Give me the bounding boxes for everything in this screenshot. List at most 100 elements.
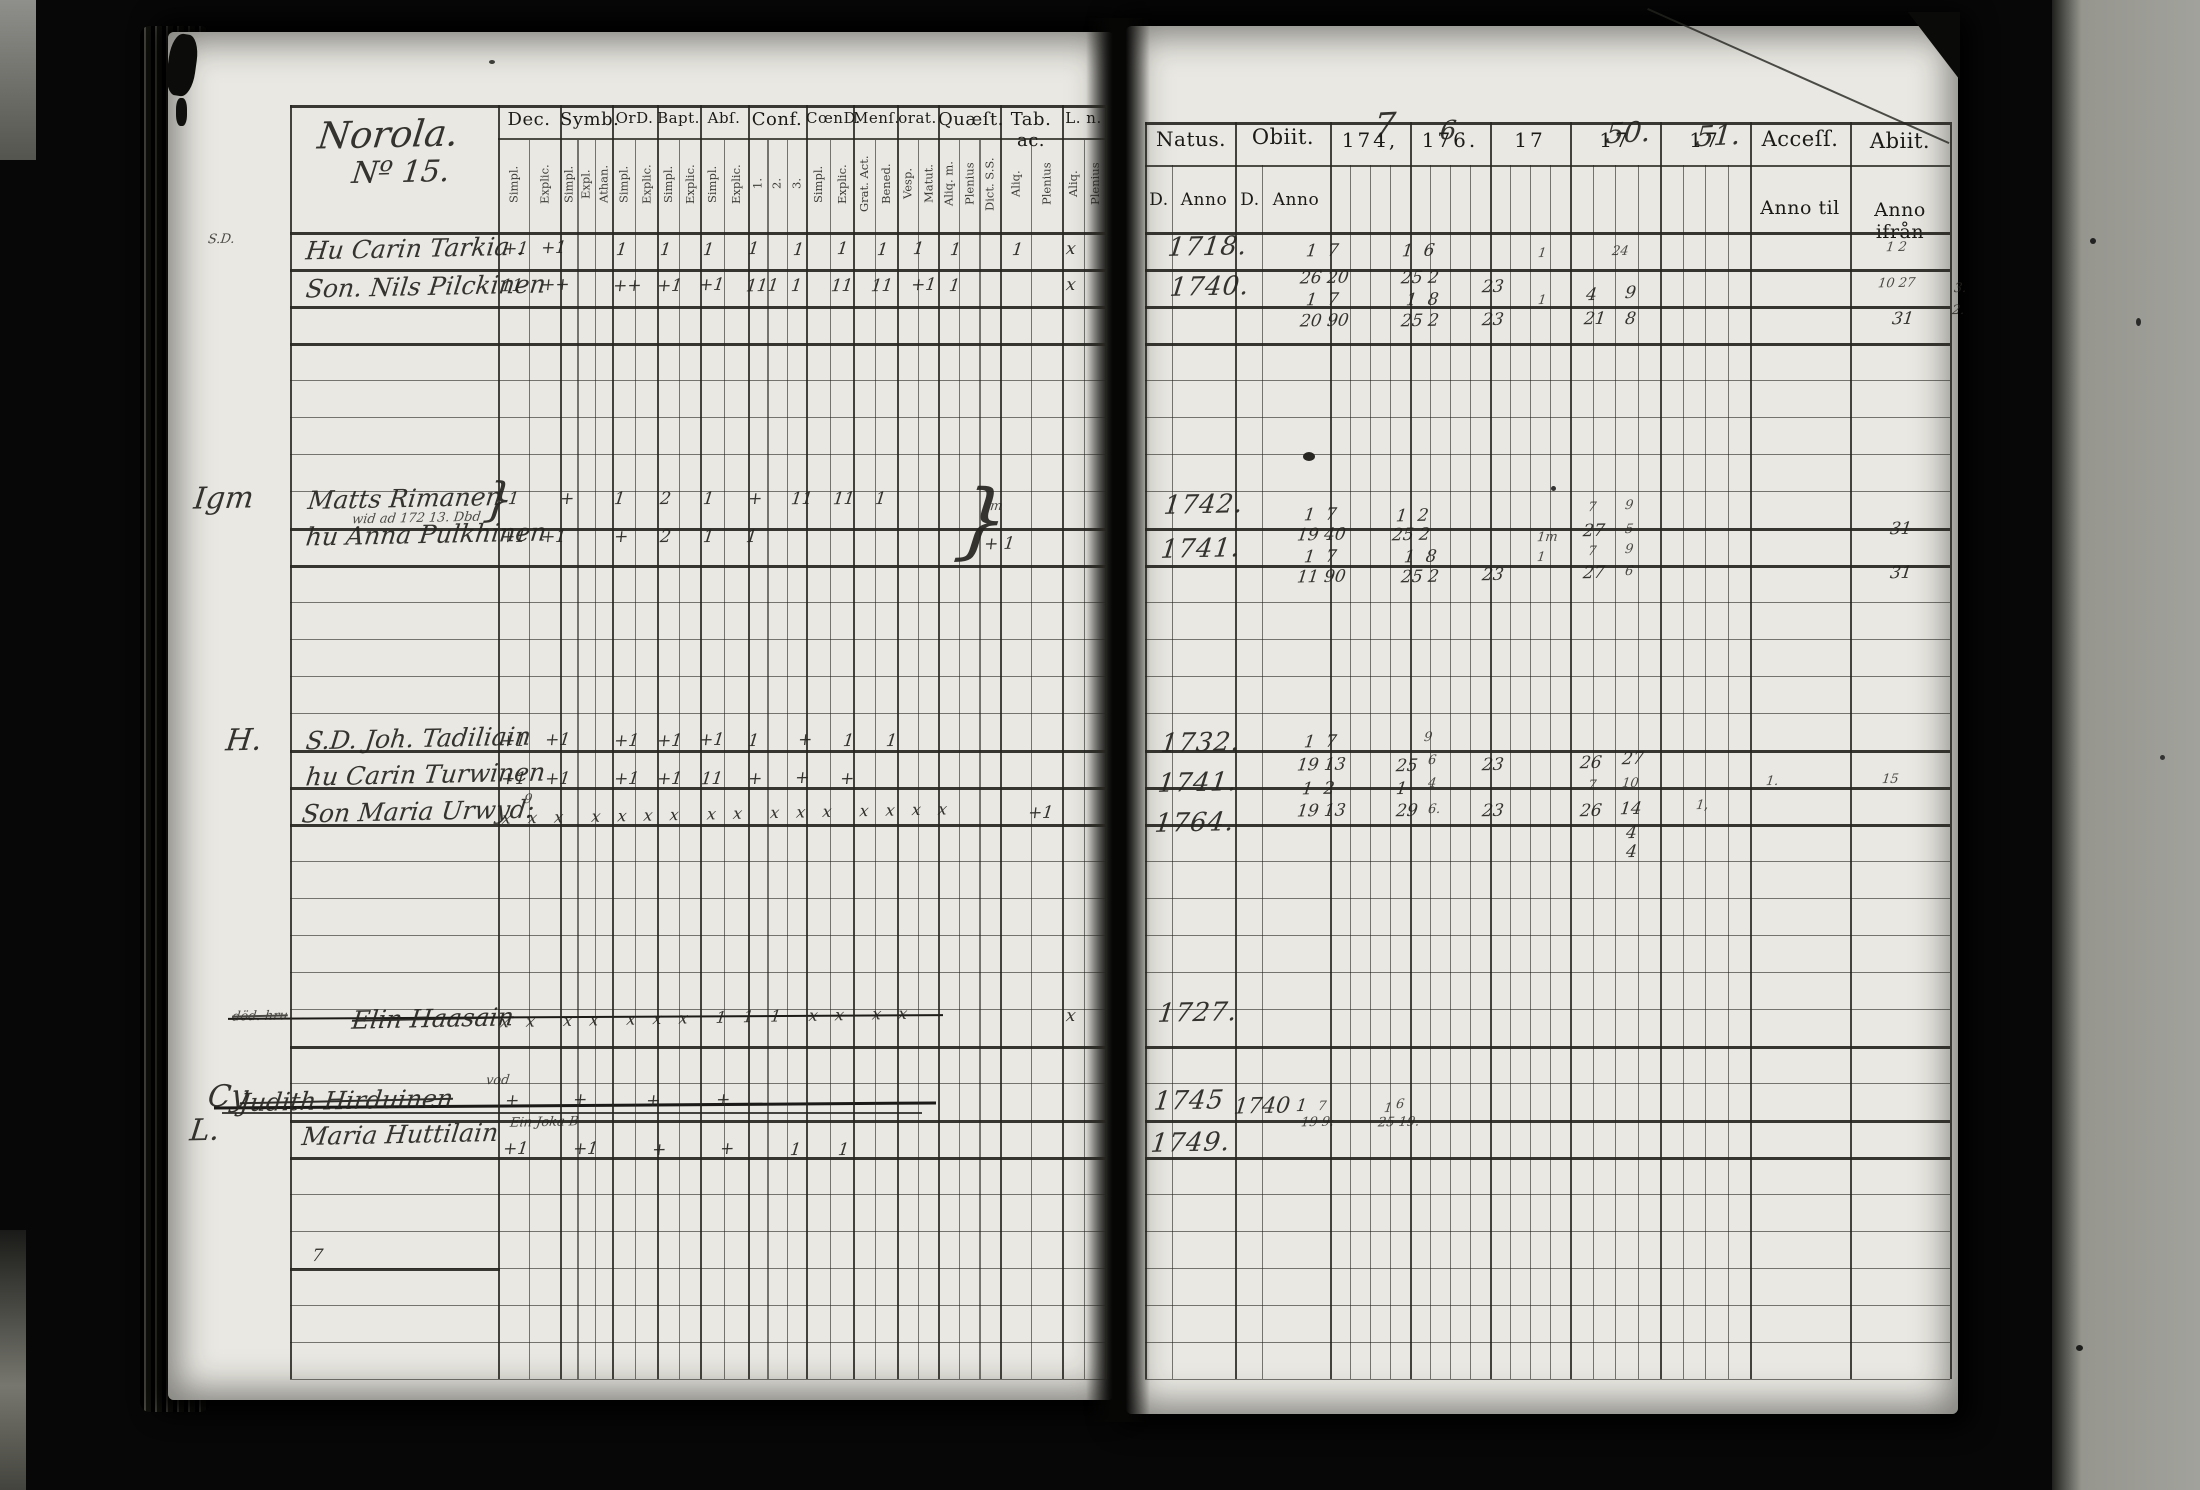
handwritten-entry: 27: [1581, 562, 1606, 584]
handwritten-entry: 7: [1587, 499, 1598, 516]
right-page: [1126, 26, 1958, 1414]
handwritten-entry: 15: [1881, 771, 1900, 788]
subcolumn-label: Plenius: [1087, 162, 1102, 206]
subcolumn-anno: Anno: [1180, 190, 1228, 210]
handwritten-entry: 1: [614, 239, 629, 261]
handwritten-entry: 4: [1427, 775, 1438, 792]
subcolumn-label: Explic.: [537, 164, 552, 204]
rule-line: [634, 140, 636, 1379]
rule-line: [1062, 105, 1064, 1379]
handwritten-entry: 1749.: [1149, 1127, 1233, 1159]
handwritten-entry: +1: [612, 730, 641, 752]
handwritten-entry: 1: [873, 488, 888, 510]
rule-line: [1550, 165, 1552, 1379]
handwritten-entry: +: [644, 1090, 662, 1112]
handwritten-entry: 26: [1578, 800, 1603, 822]
handwritten-entry: 2.: [1951, 302, 1966, 319]
rule-line: [806, 105, 808, 1379]
handwritten-entry: 1: [788, 1139, 803, 1161]
rule-line: [290, 935, 1105, 937]
rule-line: [290, 602, 1105, 604]
handwritten-entry: 1: [701, 239, 716, 261]
handwritten-entry: 25 19.: [1377, 1114, 1421, 1131]
rule-line: [1727, 165, 1729, 1379]
handwritten-entry: +1: [697, 729, 726, 751]
ink-blotch: [1303, 452, 1315, 461]
rule-line: [1145, 1342, 1950, 1344]
column-ln: L. n.: [1065, 109, 1102, 127]
rule-line: [529, 140, 531, 1379]
rule-line: [1530, 165, 1532, 1379]
handwritten-entry: +: [718, 1138, 736, 1160]
subcolumn-label: Expl.: [578, 169, 593, 199]
handwritten-entry: 4: [1624, 822, 1639, 844]
handwritten-entry: 23: [1480, 309, 1505, 331]
handwritten-entry: 7: [310, 1245, 325, 1267]
handwritten-entry: 6: [1624, 563, 1635, 580]
rule-line: [290, 1379, 1105, 1381]
handwritten-entry: +1: [501, 238, 530, 260]
rule-line: [290, 639, 1105, 641]
rule-line: [290, 232, 1105, 235]
rule-line: [594, 140, 596, 1379]
rule-line: [612, 105, 614, 1379]
handwritten-entry: +1: [543, 768, 572, 790]
column-ab: Abſ.: [707, 109, 741, 127]
rule-line: [1145, 676, 1950, 678]
rule-line: [1145, 343, 1950, 346]
subcolumn-label: Explic.: [638, 164, 653, 204]
handwritten-entry: +1: [539, 237, 568, 259]
handwritten-entry: +: [558, 488, 576, 510]
handwritten-entry: +: [612, 526, 630, 548]
handwritten-entry: Maria Huttilain: [300, 1117, 501, 1152]
handwritten-entry: L.: [187, 1112, 222, 1149]
year-column-header: 17: [1689, 128, 1721, 152]
handwritten-entry: 11: [869, 275, 894, 297]
handwritten-entry: +: [746, 768, 764, 790]
subcolumn-label: Simpl.: [705, 165, 719, 203]
subcolumn-label: Simpl.: [561, 165, 576, 203]
column-dec: Dec.: [507, 109, 551, 130]
handwritten-entry: 1740.: [1168, 271, 1252, 303]
handwritten-entry: 111: [744, 275, 780, 297]
handwritten-entry: 1 6: [1400, 240, 1436, 262]
handwritten-entry: 1 7: [1304, 289, 1340, 311]
handwritten-entry: H.: [223, 722, 264, 759]
rule-line: [979, 140, 981, 1379]
handwritten-entry: 1m: [1536, 529, 1559, 546]
rule-line: [290, 380, 1105, 382]
column-ord: OrD.: [615, 109, 654, 127]
year-handwritten-correction: 51.: [1694, 117, 1742, 154]
handwritten-entry: 21: [1582, 308, 1607, 330]
handwritten-entry: 9: [1624, 497, 1635, 514]
rule-line: [1145, 1157, 1950, 1160]
handwritten-entry: 19 13: [1295, 800, 1347, 822]
subcolumn-anno-ifran: Anno ifrån: [1874, 199, 1926, 243]
handwritten-entry: 1741.: [1159, 533, 1243, 565]
handwritten-entry: x: [1064, 238, 1077, 260]
rule-line: [938, 105, 940, 1379]
rule-line: [290, 1268, 500, 1271]
column-bapt: Bapt.: [657, 109, 700, 127]
handwritten-entry: 26: [1578, 752, 1603, 774]
subcolumn-anno: Anno: [1272, 190, 1320, 210]
handwritten-entry: 1: [841, 730, 856, 752]
handwritten-entry: +1: [571, 1138, 600, 1160]
handwritten-entry: 26 20: [1298, 267, 1350, 289]
subcolumn-label: Simpl.: [660, 165, 675, 203]
handwritten-entry: 1: [1536, 549, 1547, 566]
rule-line: [1145, 1120, 1950, 1123]
rule-line: [1145, 713, 1950, 715]
year-column-header: 17: [1514, 128, 1546, 152]
handwritten-entry: +1: [543, 729, 572, 751]
year-column-header: 174,: [1341, 128, 1399, 152]
handwritten-entry: 31: [1888, 562, 1913, 584]
handwritten-entry: 25 2: [1399, 267, 1441, 289]
handwritten-entry: 23: [1480, 564, 1505, 586]
handwritten-entry: 1764.: [1153, 807, 1237, 839]
handwritten-entry: 6.: [1427, 801, 1442, 818]
rule-line: [290, 417, 1105, 419]
rule-line: [290, 1083, 1105, 1085]
handwritten-entry: 10 27: [1877, 275, 1917, 292]
